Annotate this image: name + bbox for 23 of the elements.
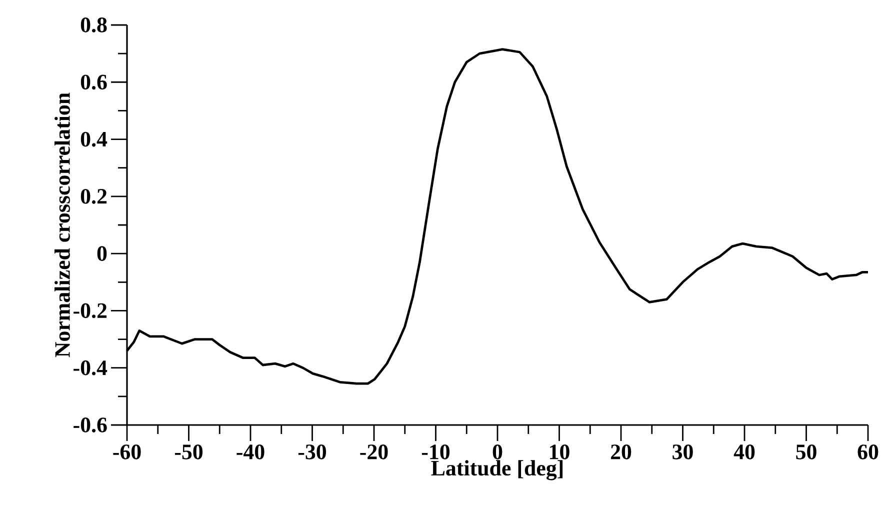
y-tick-label: 0.4 (80, 132, 108, 147)
x-tick-label: -10 (422, 444, 450, 460)
x-tick-label: 50 (796, 444, 816, 460)
y-tick-label: 0.6 (80, 74, 107, 90)
x-tick-label: 30 (672, 444, 693, 460)
y-tick-label: -0.2 (74, 303, 107, 318)
x-axis-title: Latitude [deg] (431, 460, 563, 480)
x-tick-label: 40 (734, 444, 755, 460)
x-tick-label: -40 (236, 444, 264, 460)
y-tick-label: -0.6 (74, 418, 107, 432)
x-tick-label: -30 (298, 444, 326, 460)
x-tick-label: 0 (492, 444, 502, 460)
y-tick-label: 0.8 (80, 18, 107, 32)
x-tick-label: 60 (858, 444, 878, 460)
x-tick-label: -20 (360, 444, 388, 460)
y-tick-label: -0.4 (74, 360, 108, 376)
x-tick-label: -60 (113, 444, 141, 460)
x-tick-label: 10 (550, 444, 570, 460)
y-axis-title: Normalized crosscorrelation (54, 92, 70, 358)
y-tick-label: 0.2 (80, 188, 107, 204)
x-tick-label: -50 (174, 444, 203, 460)
x-tick-label: 20 (610, 444, 632, 460)
y-tick-label: 0 (97, 246, 107, 261)
